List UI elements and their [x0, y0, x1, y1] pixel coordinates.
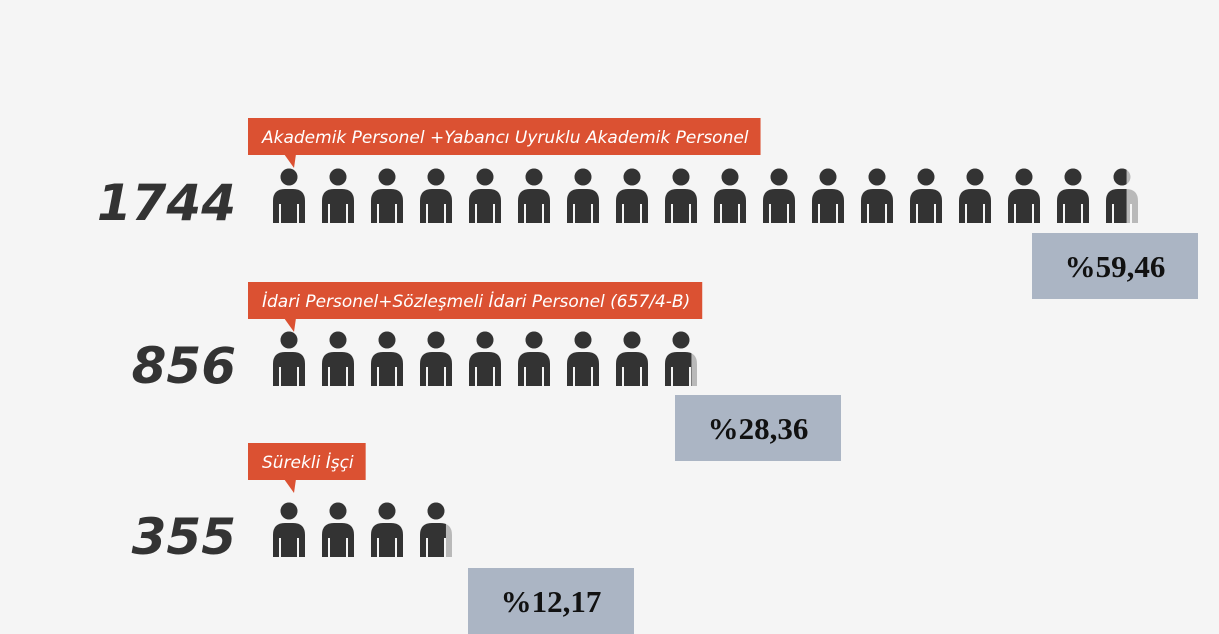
category-callout: İdari Personel+Sözleşmeli İdari Personel… — [248, 282, 703, 332]
count: 355 — [132, 508, 236, 566]
callout-box — [248, 443, 366, 480]
category-callout: Akademik Personel +Yabancı Uyruklu Akade… — [248, 118, 761, 168]
callout-box — [248, 282, 703, 319]
callout-pointer — [284, 479, 296, 493]
count: 1744 — [97, 174, 236, 232]
category-callout: Sürekli İşçi — [248, 443, 366, 493]
callout-pointer — [284, 154, 296, 168]
share-box — [675, 395, 841, 461]
count: 856 — [132, 337, 236, 395]
share-label: %28,36 — [708, 411, 809, 446]
icon-row — [272, 331, 692, 387]
icon-row — [272, 168, 1127, 224]
share-label: %59,46 — [1065, 249, 1166, 284]
icon-row — [272, 502, 446, 558]
category-label: Sürekli İşçi — [262, 452, 354, 473]
share-box — [468, 568, 634, 634]
share-label: %12,17 — [501, 584, 602, 619]
share-box — [1032, 233, 1198, 299]
callout-pointer — [284, 318, 296, 332]
category-label: İdari Personel+Sözleşmeli İdari Personel… — [262, 291, 690, 312]
category-label: Akademik Personel +Yabancı Uyruklu Akade… — [261, 128, 749, 148]
callout-box — [248, 118, 761, 155]
